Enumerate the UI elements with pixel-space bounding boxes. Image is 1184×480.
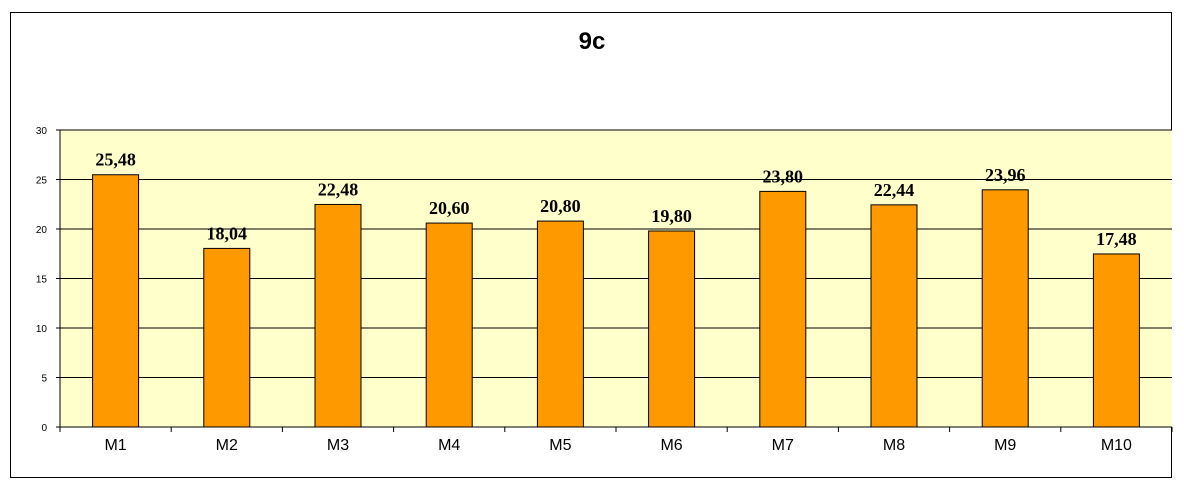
label-layer: 0 5 10 15 20 25 30 25,48 M1 18,04 M2 22,48 M3 20,60 M4…	[36, 126, 1137, 454]
bar-m5	[536, 220, 584, 428]
data-label-m8: 22,44	[874, 180, 915, 200]
y-tick-label: 20	[36, 225, 48, 236]
y-tick-label: 15	[36, 275, 48, 286]
data-label-m1: 25,48	[95, 150, 136, 170]
bar-m6	[648, 230, 696, 428]
x-tick-label-m1: M1	[104, 437, 126, 454]
x-tick-label-m2: M2	[216, 437, 238, 454]
data-label-m9: 23,96	[985, 165, 1026, 185]
data-label-m4: 20,60	[429, 198, 470, 218]
x-tick-label-m5: M5	[549, 437, 571, 454]
y-tick-label: 30	[36, 126, 48, 137]
y-tick-label: 5	[41, 374, 47, 385]
bar-m1	[92, 174, 140, 428]
data-label-m5: 20,80	[540, 196, 581, 216]
bar-m8	[870, 204, 918, 428]
bar-m2	[203, 247, 251, 428]
axis-layer	[56, 129, 1173, 432]
data-label-m6: 19,80	[651, 206, 692, 226]
bar-layer	[92, 174, 1140, 428]
y-tick-label: 25	[36, 176, 48, 187]
bar-m4	[425, 222, 473, 428]
x-tick-label-m8: M8	[883, 437, 905, 454]
y-tick-label: 0	[41, 423, 47, 434]
bar-m3	[314, 203, 362, 428]
x-tick-label-m9: M9	[994, 437, 1016, 454]
y-tick-label: 10	[36, 324, 48, 335]
x-tick-label-m4: M4	[438, 437, 460, 454]
bar-m10	[1092, 253, 1140, 428]
chart-title: 9c	[578, 28, 606, 55]
data-label-m3: 22,48	[318, 179, 359, 199]
bar-m9	[981, 189, 1029, 428]
x-tick-label-m6: M6	[660, 437, 682, 454]
x-tick-label-m7: M7	[772, 437, 794, 454]
data-label-m2: 18,04	[207, 223, 248, 243]
data-label-m10: 17,48	[1096, 229, 1137, 249]
x-tick-label-m10: M10	[1101, 437, 1132, 454]
data-label-m7: 23,80	[763, 166, 804, 186]
bar-m7	[759, 190, 807, 428]
x-tick-label-m3: M3	[327, 437, 349, 454]
